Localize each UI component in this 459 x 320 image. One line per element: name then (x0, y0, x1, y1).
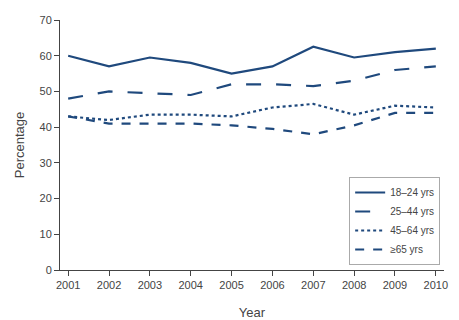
svg-text:2006: 2006 (260, 279, 284, 291)
svg-text:18–24 yrs: 18–24 yrs (390, 187, 434, 198)
svg-text:Year: Year (239, 305, 266, 320)
svg-text:2008: 2008 (342, 279, 366, 291)
svg-text:≥65 yrs: ≥65 yrs (390, 244, 423, 255)
svg-text:50: 50 (40, 85, 52, 97)
svg-text:10: 10 (40, 228, 52, 240)
svg-text:70: 70 (40, 14, 52, 26)
svg-text:30: 30 (40, 157, 52, 169)
svg-text:40: 40 (40, 121, 52, 133)
svg-text:20: 20 (40, 192, 52, 204)
svg-text:2001: 2001 (56, 279, 80, 291)
svg-text:2007: 2007 (301, 279, 325, 291)
svg-text:45–64 yrs: 45–64 yrs (390, 225, 434, 236)
svg-text:2002: 2002 (97, 279, 121, 291)
svg-text:2010: 2010 (424, 279, 448, 291)
svg-text:2009: 2009 (383, 279, 407, 291)
svg-text:25–44 yrs: 25–44 yrs (390, 206, 434, 217)
svg-text:60: 60 (40, 50, 52, 62)
svg-text:0: 0 (46, 264, 52, 276)
svg-text:2005: 2005 (219, 279, 243, 291)
svg-text:2004: 2004 (178, 279, 202, 291)
svg-text:2003: 2003 (138, 279, 162, 291)
svg-text:Percentage: Percentage (12, 112, 27, 179)
